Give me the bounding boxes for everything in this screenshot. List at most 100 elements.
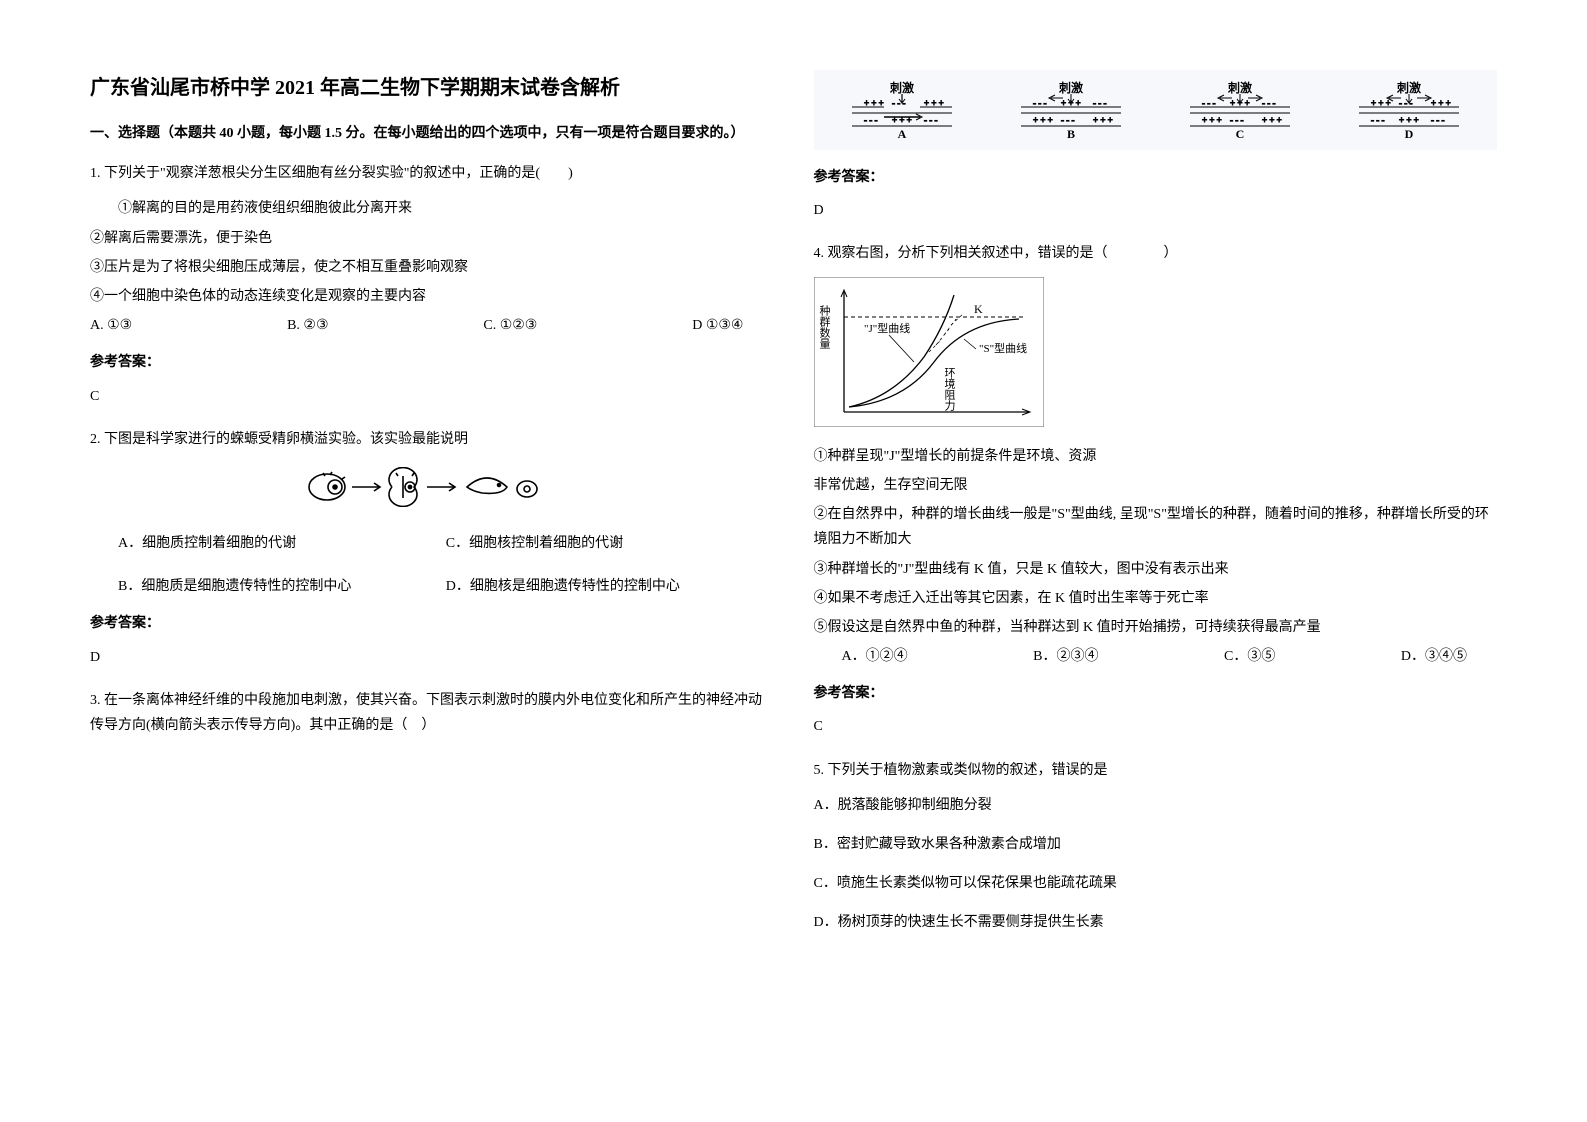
svg-text:刺激: 刺激 xyxy=(1227,80,1252,95)
svg-text:B: B xyxy=(1067,127,1075,140)
q4-answer-label: 参考答案： xyxy=(814,681,1498,706)
svg-text:- - -: - - - xyxy=(1371,115,1385,125)
svg-text:+ + +: + + + xyxy=(864,98,884,108)
q5-option-c: C．喷施生长素类似物可以保花保果也能疏花疏果 xyxy=(814,871,1498,896)
q3-answer-label: 参考答案： xyxy=(814,165,1498,190)
q4-option-d: D．③④⑤ xyxy=(1401,644,1467,669)
svg-text:- - -: - - - xyxy=(864,115,878,125)
svg-text:+ + +: + + + xyxy=(1262,115,1282,125)
svg-text:- - -: - - - xyxy=(1230,115,1244,125)
population-growth-chart-icon: 种群数量 K "J"型曲线 "S"型曲线 xyxy=(814,277,1044,427)
svg-text:刺激: 刺激 xyxy=(889,80,914,95)
q5-option-b: B．密封贮藏导致水果各种激素合成增加 xyxy=(814,832,1498,857)
svg-text:- - -: - - - xyxy=(924,115,938,125)
q1-option-c: C. ①②③ xyxy=(483,313,537,338)
q1-statement-1: ①解离的目的是用药液使组织细胞彼此分离开来 xyxy=(90,196,774,221)
svg-text:+ + +: + + + xyxy=(1230,98,1250,108)
question-4: 4. 观察右图，分析下列相关叙述中，错误的是（ ） 种群数量 K "J"型曲线 xyxy=(814,241,1498,739)
svg-text:+ + +: + + + xyxy=(1061,98,1081,108)
stimulus-a-icon: 刺激 + + ++ + + - - - - - -- - - + + + A xyxy=(842,80,962,140)
q5-option-d: D．杨树顶芽的快速生长不需要侧芽提供生长素 xyxy=(814,910,1498,935)
svg-text:D: D xyxy=(1404,127,1413,140)
q3-panel-c: 刺激 - - - - - - + + + + + + + + + - - - C xyxy=(1161,80,1318,140)
right-column: 刺激 + + + + + + - - - - - - - - - + + + A xyxy=(814,70,1498,1052)
embryo-diagram-icon xyxy=(302,467,562,507)
q4-answer: C xyxy=(814,714,1498,739)
svg-text:"S"型曲线: "S"型曲线 xyxy=(979,341,1027,355)
q2-answer-label: 参考答案： xyxy=(90,611,774,636)
svg-text:- - -: - - - xyxy=(1399,98,1413,108)
q1-stem: 1. 下列关于"观察洋葱根尖分生区细胞有丝分裂实验"的叙述中，正确的是( ) xyxy=(90,161,774,186)
q4-option-c: C．③⑤ xyxy=(1224,644,1275,669)
svg-text:刺激: 刺激 xyxy=(1058,80,1083,95)
svg-text:+ + +: + + + xyxy=(1202,115,1222,125)
q4-s3: ③种群增长的"J"型曲线有 K 值，只是 K 值较大，图中没有表示出来 xyxy=(814,557,1498,582)
q3-panel-d: 刺激 + + + + + + - - - - - - - - - + + + D xyxy=(1330,80,1487,140)
svg-text:+ + +: + + + xyxy=(1093,115,1113,125)
q1-option-b: B. ②③ xyxy=(287,313,328,338)
svg-text:- - -: - - - xyxy=(1262,98,1276,108)
q4-s4: ④如果不考虑迁入迁出等其它因素，在 K 值时出生率等于死亡率 xyxy=(814,586,1498,611)
q3-panel-b: 刺激 - - - - - - + + + + + + + + + - - - B xyxy=(992,80,1149,140)
q4-option-a: A．①②④ xyxy=(842,644,908,669)
q1-option-a: A. ①③ xyxy=(90,313,132,338)
svg-text:+ + +: + + + xyxy=(1431,98,1451,108)
q2-option-c: C．细胞核控制着细胞的代谢 xyxy=(446,531,774,556)
q2-option-b: B．细胞质是细胞遗传特性的控制中心 xyxy=(90,574,446,599)
q2-option-d: D．细胞核是细胞遗传特性的控制中心 xyxy=(446,574,774,599)
svg-text:- - -: - - - xyxy=(892,98,906,108)
q4-stem: 4. 观察右图，分析下列相关叙述中，错误的是（ ） xyxy=(814,241,1498,266)
q2-stem: 2. 下图是科学家进行的蝾螈受精卵横溢实验。该实验最能说明 xyxy=(90,427,774,452)
question-2: 2. 下图是科学家进行的蝾螈受精卵横溢实验。该实验最能说明 xyxy=(90,427,774,670)
q3-figure-row: 刺激 + + + + + + - - - - - - - - - + + + A xyxy=(814,70,1498,150)
section-header: 一、选择题（本题共 40 小题，每小题 1.5 分。在每小题给出的四个选项中，只… xyxy=(90,121,774,146)
svg-text:- - -: - - - xyxy=(1093,98,1107,108)
question-3: 3. 在一条离体神经纤维的中段施加电刺激，使其兴奋。下图表示刺激时的膜内外电位变… xyxy=(90,688,774,738)
q2-answer: D xyxy=(90,645,774,670)
q2-option-a: A．细胞质控制着细胞的代谢 xyxy=(90,531,446,556)
q4-option-b: B．②③④ xyxy=(1033,644,1098,669)
q4-s1a: ①种群呈现"J"型增长的前提条件是环境、资源 xyxy=(814,444,1498,469)
svg-text:种群数量: 种群数量 xyxy=(818,303,831,348)
q1-statement-2: ②解离后需要漂洗，便于染色 xyxy=(90,226,774,251)
document-title: 广东省汕尾市桥中学 2021 年高二生物下学期期末试卷含解析 xyxy=(90,70,774,106)
svg-text:环境阻力: 环境阻力 xyxy=(943,367,956,411)
q4-s1b: 非常优越，生存空间无限 xyxy=(814,473,1498,498)
q3-panel-a: 刺激 + + ++ + + - - - - - -- - - + + + A xyxy=(824,80,981,140)
q3-stem: 3. 在一条离体神经纤维的中段施加电刺激，使其兴奋。下图表示刺激时的膜内外电位变… xyxy=(90,688,774,738)
q4-s2: ②在自然界中，种群的增长曲线一般是"S"型曲线, 呈现"S"型增长的种群，随着时… xyxy=(814,502,1498,552)
svg-text:+ + +: + + + xyxy=(1033,115,1053,125)
svg-text:- - -: - - - xyxy=(1033,98,1047,108)
stimulus-b-icon: 刺激 - - - - - - + + + + + + + + + - - - B xyxy=(1011,80,1131,140)
q3-answer: D xyxy=(814,198,1498,223)
q1-options: A. ①③ B. ②③ C. ①②③ D ①③④ xyxy=(90,313,774,338)
q2-options: A．细胞质控制着细胞的代谢 C．细胞核控制着细胞的代谢 B．细胞质是细胞遗传特性… xyxy=(90,531,774,599)
q5-option-a: A．脱落酸能够抑制细胞分裂 xyxy=(814,793,1498,818)
q4-figure: 种群数量 K "J"型曲线 "S"型曲线 xyxy=(814,277,1498,436)
svg-text:- - -: - - - xyxy=(1202,98,1216,108)
q1-option-d: D ①③④ xyxy=(692,313,743,338)
svg-text:- - -: - - - xyxy=(1431,115,1445,125)
stimulus-d-icon: 刺激 + + + + + + - - - - - - - - - + + + D xyxy=(1349,80,1469,140)
q1-answer-label: 参考答案： xyxy=(90,350,774,375)
q4-s5: ⑤假设这是自然界中鱼的种群，当种群达到 K 值时开始捕捞，可持续获得最高产量 xyxy=(814,615,1498,640)
q4-options: A．①②④ B．②③④ C．③⑤ D．③④⑤ xyxy=(814,644,1498,669)
svg-text:+ + +: + + + xyxy=(1371,98,1391,108)
question-5: 5. 下列关于植物激素或类似物的叙述，错误的是 A．脱落酸能够抑制细胞分裂 B．… xyxy=(814,758,1498,936)
q1-statement-3: ③压片是为了将根尖细胞压成薄层，使之不相互重叠影响观察 xyxy=(90,255,774,280)
svg-text:刺激: 刺激 xyxy=(1396,80,1421,95)
svg-text:"J"型曲线: "J"型曲线 xyxy=(864,321,910,335)
q2-figure xyxy=(90,467,774,516)
svg-text:A: A xyxy=(898,127,907,140)
q1-statement-4: ④一个细胞中染色体的动态连续变化是观察的主要内容 xyxy=(90,284,774,309)
stimulus-c-icon: 刺激 - - - - - - + + + + + + + + + - - - C xyxy=(1180,80,1300,140)
question-1: 1. 下列关于"观察洋葱根尖分生区细胞有丝分裂实验"的叙述中，正确的是( ) ①… xyxy=(90,161,774,409)
left-column: 广东省汕尾市桥中学 2021 年高二生物下学期期末试卷含解析 一、选择题（本题共… xyxy=(90,70,774,1052)
svg-text:+ + +: + + + xyxy=(1399,115,1419,125)
svg-text:- - -: - - - xyxy=(1061,115,1075,125)
svg-text:+ + +: + + + xyxy=(924,98,944,108)
svg-text:C: C xyxy=(1235,127,1244,140)
q5-stem: 5. 下列关于植物激素或类似物的叙述，错误的是 xyxy=(814,758,1498,783)
svg-text:K: K xyxy=(974,302,983,316)
q1-answer: C xyxy=(90,384,774,409)
